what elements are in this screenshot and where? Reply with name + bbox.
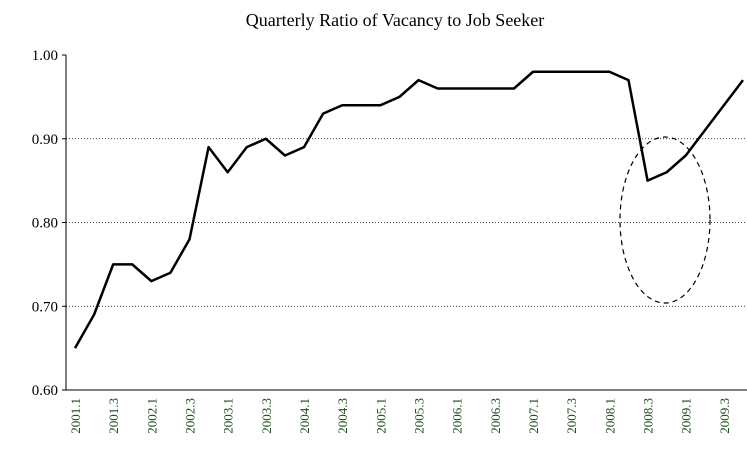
y-tick-label: 0.70	[32, 299, 58, 315]
x-tick-label: 2009.3	[717, 398, 732, 434]
x-tick-label: 2001.3	[106, 398, 121, 434]
y-tick-label: 0.60	[32, 383, 58, 399]
highlight-ellipse	[619, 136, 711, 304]
x-tick-label: 2003.1	[221, 398, 236, 434]
x-tick-label: 2001.1	[68, 398, 83, 434]
x-tick-label: 2009.1	[679, 398, 694, 434]
x-tick-label: 2004.1	[297, 398, 312, 434]
x-tick-label: 2002.1	[144, 398, 159, 434]
x-tick-label: 2006.1	[450, 398, 465, 434]
y-tick-label: 0.80	[32, 216, 58, 232]
x-tick-label: 2005.3	[412, 398, 427, 434]
x-tick-label: 2007.1	[526, 398, 541, 434]
x-tick-label: 2005.1	[373, 398, 388, 434]
x-tick-label: 2006.3	[488, 398, 503, 434]
x-tick-label: 2008.3	[641, 398, 656, 434]
data-line	[73, 70, 744, 349]
x-tick-label: 2002.3	[183, 398, 198, 434]
chart-title: Quarterly Ratio of Vacancy to Job Seeker	[246, 10, 545, 30]
x-tick-label: 2007.3	[564, 398, 579, 434]
y-tick-label: 1.00	[32, 48, 58, 64]
x-tick-label: 2003.3	[259, 398, 274, 434]
x-tick-label: 2004.3	[335, 398, 350, 434]
x-tick-label: 2008.1	[602, 398, 617, 434]
y-tick-label: 0.90	[32, 132, 58, 148]
